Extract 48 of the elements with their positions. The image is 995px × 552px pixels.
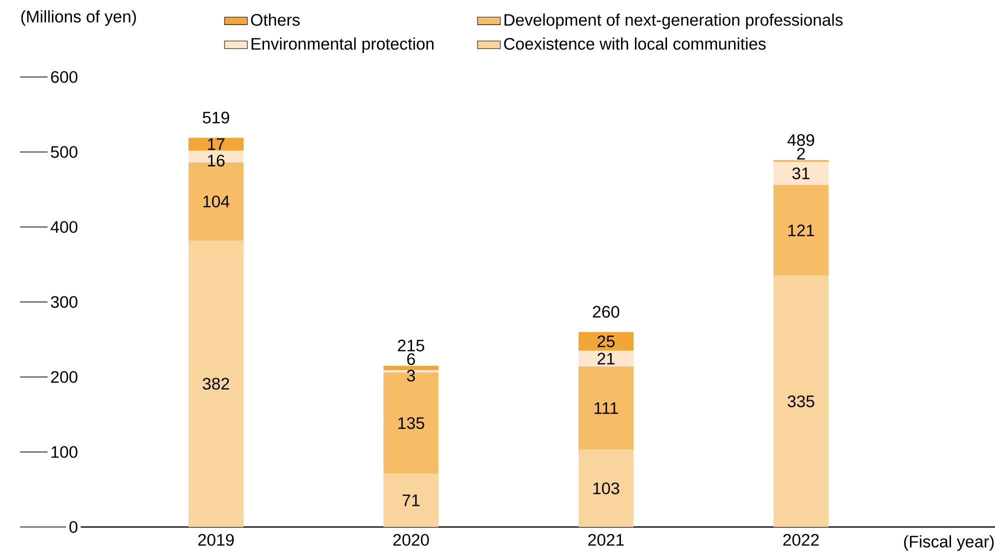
bar: [774, 184, 829, 276]
data-label: 21: [598, 352, 614, 364]
data-label: 2: [797, 148, 805, 160]
data-label: 135: [398, 417, 424, 430]
bar: [578, 450, 634, 527]
total-label: 215: [398, 340, 424, 352]
bar: [384, 474, 439, 527]
y-axis-title: (Millions of yen): [21, 10, 136, 26]
data-label: 335: [788, 395, 814, 408]
x-axis-title: (Fiscal year): [904, 535, 994, 551]
legend-label: Others: [251, 14, 300, 26]
data-label: 25: [598, 335, 615, 348]
total-label: 489: [787, 134, 814, 146]
data-label: 104: [203, 196, 230, 208]
data-label: 6: [407, 353, 415, 366]
total-label: 519: [202, 112, 230, 124]
y-tick-label: 0: [69, 521, 78, 533]
x-tick-label: 2020: [393, 534, 429, 546]
y-tick-label: 500: [50, 146, 78, 158]
bar: [578, 366, 634, 450]
data-label: 17: [208, 138, 224, 150]
x-tick-label: 2019: [198, 534, 234, 546]
bar: [578, 350, 634, 366]
bar: [188, 240, 244, 527]
bar: [384, 366, 439, 370]
x-tick-label: 2021: [588, 534, 624, 546]
x-tick-label: 2022: [783, 534, 819, 546]
data-label: 382: [202, 378, 230, 390]
y-tick-label: 400: [50, 221, 78, 233]
y-tick-label: 300: [50, 296, 78, 308]
data-label: 103: [593, 482, 620, 494]
data-label: 71: [402, 494, 420, 506]
data-label: 16: [208, 154, 225, 167]
y-tick-label: 600: [51, 71, 78, 83]
legend-label: Coexistence with local communities: [504, 38, 766, 50]
data-label: 3: [407, 370, 415, 382]
legend-label: Development of next-generation professionals: [504, 14, 843, 30]
bar: [578, 332, 634, 351]
y-tick-label: 100: [52, 446, 78, 458]
bar: [188, 138, 244, 150]
bar: [774, 276, 829, 527]
data-label: 121: [788, 224, 814, 236]
total-label: 260: [592, 306, 620, 318]
legend-label: Environmental protection: [252, 38, 434, 54]
data-label: 31: [792, 167, 810, 180]
y-tick-label: 200: [51, 371, 78, 383]
data-label: 111: [594, 402, 618, 414]
bar: [774, 162, 829, 185]
